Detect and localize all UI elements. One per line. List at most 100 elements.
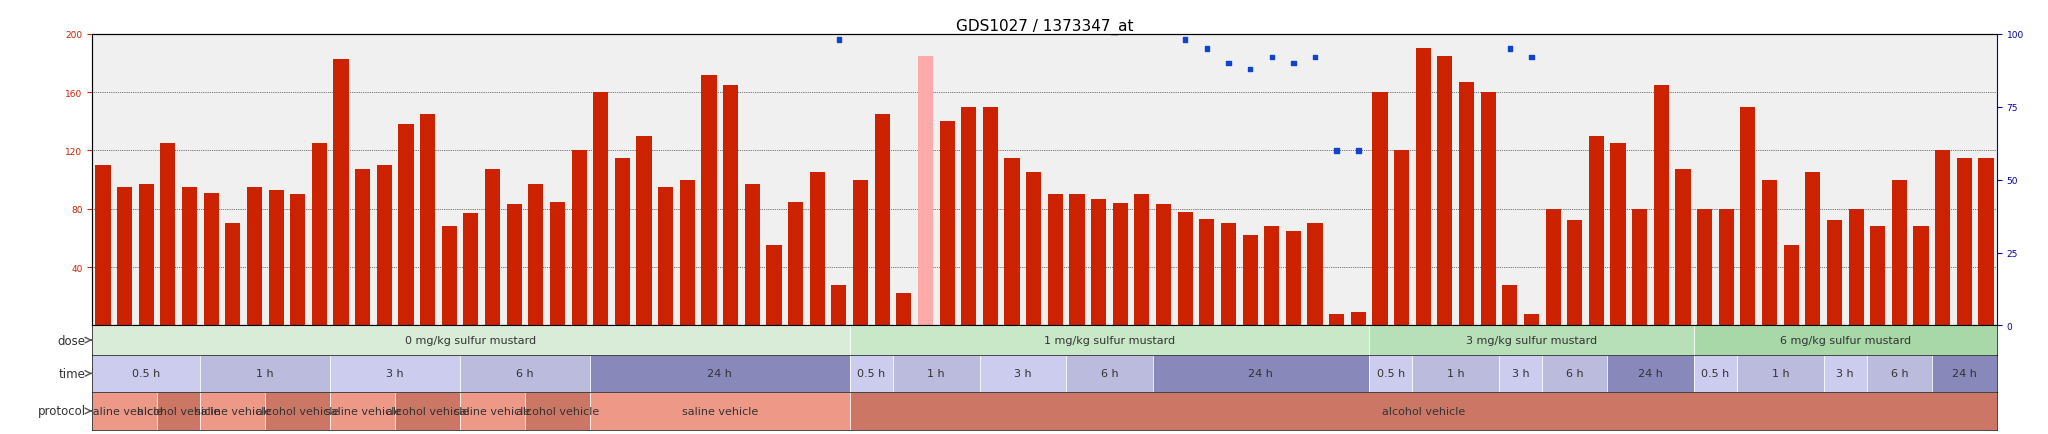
Bar xyxy=(961,108,977,326)
Bar xyxy=(334,59,348,326)
Bar xyxy=(1372,93,1389,326)
Text: 0.5 h: 0.5 h xyxy=(858,368,885,378)
Bar xyxy=(528,184,543,326)
Bar xyxy=(117,187,133,326)
Text: saline vehicle: saline vehicle xyxy=(324,406,401,416)
Bar xyxy=(874,115,889,326)
Text: dose: dose xyxy=(57,334,86,347)
Bar xyxy=(1243,236,1257,326)
FancyBboxPatch shape xyxy=(850,392,1997,430)
Bar xyxy=(1913,227,1929,326)
FancyBboxPatch shape xyxy=(1868,355,1931,392)
Bar xyxy=(1718,209,1735,326)
Point xyxy=(1147,26,1180,33)
FancyBboxPatch shape xyxy=(1608,355,1694,392)
Bar xyxy=(1546,209,1561,326)
Bar xyxy=(637,137,651,326)
Point xyxy=(1688,8,1720,15)
Bar xyxy=(1589,137,1604,326)
Text: 1 h: 1 h xyxy=(928,368,944,378)
Point xyxy=(1169,37,1202,44)
Bar xyxy=(700,76,717,326)
Bar xyxy=(182,187,197,326)
Bar xyxy=(766,246,782,326)
Text: 3 h: 3 h xyxy=(387,368,403,378)
Bar xyxy=(1178,212,1192,326)
Bar xyxy=(1524,314,1538,326)
FancyBboxPatch shape xyxy=(201,392,266,430)
Bar xyxy=(1026,173,1040,326)
Bar xyxy=(745,184,760,326)
Bar xyxy=(1221,224,1237,326)
FancyBboxPatch shape xyxy=(1370,326,1694,355)
Text: saline vehicle: saline vehicle xyxy=(86,406,162,416)
Text: 1 h: 1 h xyxy=(1446,368,1464,378)
Bar xyxy=(657,187,674,326)
Point xyxy=(1776,8,1808,15)
Point xyxy=(887,8,920,15)
Bar xyxy=(377,166,391,326)
Bar xyxy=(1352,312,1366,326)
Point xyxy=(1212,60,1245,67)
Bar xyxy=(1978,158,1993,326)
Bar xyxy=(1698,209,1712,326)
Text: alcohol vehicle: alcohol vehicle xyxy=(1382,406,1464,416)
Bar xyxy=(680,180,694,326)
Point xyxy=(1516,55,1548,62)
Point xyxy=(1559,16,1591,23)
Bar xyxy=(1741,108,1755,326)
Bar xyxy=(1264,227,1280,326)
Text: 0.5 h: 0.5 h xyxy=(1702,368,1731,378)
FancyBboxPatch shape xyxy=(590,392,850,430)
Bar xyxy=(463,214,479,326)
Bar xyxy=(614,158,631,326)
Point xyxy=(1321,148,1354,155)
Point xyxy=(1862,16,1894,23)
Point xyxy=(1278,60,1311,67)
FancyBboxPatch shape xyxy=(850,355,893,392)
Bar xyxy=(1892,180,1907,326)
Bar xyxy=(399,125,414,326)
Text: alcohol vehicle: alcohol vehicle xyxy=(385,406,469,416)
Text: saline vehicle: saline vehicle xyxy=(195,406,270,416)
Point xyxy=(823,37,856,44)
Text: protocol: protocol xyxy=(37,404,86,418)
Text: 0.5 h: 0.5 h xyxy=(1376,368,1405,378)
Bar xyxy=(1155,205,1171,326)
Text: saline vehicle: saline vehicle xyxy=(682,406,758,416)
Bar xyxy=(311,144,328,326)
FancyBboxPatch shape xyxy=(461,355,590,392)
Bar xyxy=(96,166,111,326)
Bar xyxy=(831,285,846,326)
Bar xyxy=(420,115,436,326)
Bar xyxy=(1784,246,1798,326)
Text: 6 mg/kg sulfur mustard: 6 mg/kg sulfur mustard xyxy=(1780,335,1911,345)
Bar xyxy=(248,187,262,326)
Text: 3 mg/kg sulfur mustard: 3 mg/kg sulfur mustard xyxy=(1466,335,1597,345)
Text: alcohol vehicle: alcohol vehicle xyxy=(256,406,340,416)
Point xyxy=(1255,55,1288,62)
Bar xyxy=(1092,199,1106,326)
Text: 6 h: 6 h xyxy=(1100,368,1118,378)
FancyBboxPatch shape xyxy=(1413,355,1499,392)
Bar xyxy=(1675,170,1690,326)
Text: 0 mg/kg sulfur mustard: 0 mg/kg sulfur mustard xyxy=(406,335,537,345)
Bar xyxy=(1481,93,1495,326)
Bar xyxy=(594,93,608,326)
Bar xyxy=(139,184,154,326)
FancyBboxPatch shape xyxy=(1823,355,1868,392)
Bar xyxy=(571,151,586,326)
Bar xyxy=(1307,224,1323,326)
FancyBboxPatch shape xyxy=(92,355,201,392)
Bar xyxy=(1870,227,1886,326)
Point xyxy=(1819,0,1851,3)
Bar xyxy=(160,144,176,326)
Text: alcohol vehicle: alcohol vehicle xyxy=(137,406,221,416)
Text: 3 h: 3 h xyxy=(1014,368,1032,378)
Bar xyxy=(485,170,500,326)
Bar xyxy=(1395,151,1409,326)
Bar xyxy=(1804,173,1821,326)
FancyBboxPatch shape xyxy=(850,326,1370,355)
FancyBboxPatch shape xyxy=(266,392,330,430)
Bar xyxy=(788,202,803,326)
